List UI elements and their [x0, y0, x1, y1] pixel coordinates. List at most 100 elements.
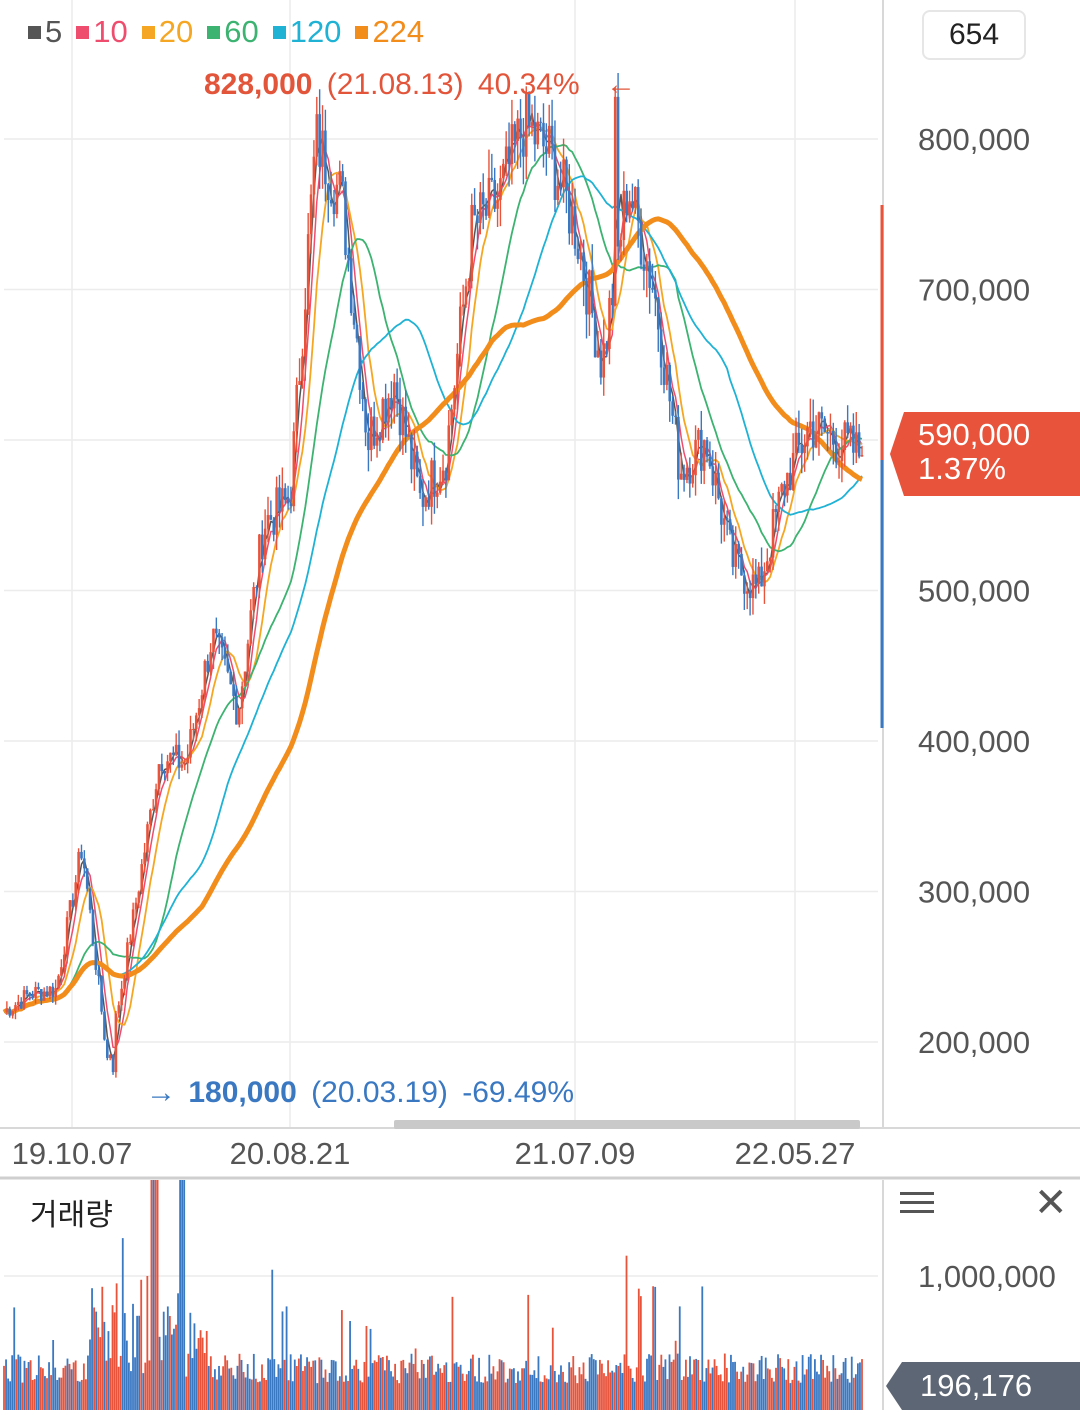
volume-bar — [23, 1360, 26, 1410]
volume-bar — [261, 1364, 263, 1410]
volume-bar — [158, 1336, 161, 1410]
volume-bar — [791, 1379, 794, 1410]
candle-body — [464, 286, 468, 305]
legend-swatch — [272, 25, 286, 39]
volume-bar — [52, 1340, 55, 1410]
volume-bar — [359, 1380, 362, 1410]
legend-item-224[interactable]: 224 — [355, 14, 424, 50]
legend-item-5[interactable]: 5 — [28, 14, 62, 50]
candle-body — [556, 185, 560, 200]
volume-bar — [666, 1379, 669, 1410]
candle-body — [668, 364, 672, 402]
volume-bar — [113, 1312, 116, 1410]
volume-bar — [725, 1367, 728, 1410]
legend-item-60[interactable]: 60 — [207, 14, 259, 50]
volume-bar — [848, 1382, 851, 1410]
candle-body — [616, 96, 620, 247]
candle-body — [169, 752, 172, 762]
close-icon[interactable]: ✕ — [1034, 1181, 1068, 1225]
candle-body — [634, 187, 637, 208]
candle-body — [258, 534, 261, 588]
candle-body — [304, 309, 307, 357]
volume-bar — [222, 1366, 225, 1410]
volume-bar — [74, 1360, 77, 1410]
legend-item-120[interactable]: 120 — [272, 14, 341, 50]
legend-item-10[interactable]: 10 — [76, 14, 128, 50]
volume-bar — [568, 1362, 571, 1410]
volume-bar — [574, 1375, 577, 1410]
volume-bar — [150, 1180, 153, 1410]
menu-icon[interactable] — [900, 1186, 934, 1222]
volume-bar — [818, 1374, 820, 1410]
candle-body — [691, 475, 694, 484]
candle-body — [562, 159, 565, 188]
candle-body — [315, 114, 319, 157]
volume-bar — [457, 1366, 460, 1410]
volume-bar — [404, 1368, 407, 1410]
volume-bar — [455, 1362, 458, 1410]
volume-bar — [773, 1381, 775, 1410]
volume-bar — [562, 1371, 564, 1410]
low-pct: -69.49% — [462, 1076, 574, 1109]
candle-body — [203, 660, 207, 696]
volume-bar — [349, 1321, 351, 1410]
volume-bar — [809, 1354, 812, 1410]
candle-body — [106, 1039, 109, 1058]
volume-bar — [228, 1368, 231, 1410]
volume-bar — [195, 1348, 198, 1410]
volume-bar — [500, 1360, 503, 1410]
volume-bar — [560, 1365, 562, 1410]
volume-bar — [682, 1376, 685, 1410]
volume-bar — [453, 1363, 456, 1410]
candle-body — [292, 431, 296, 507]
low-arrow: → — [146, 1076, 176, 1109]
volume-bar — [828, 1371, 831, 1410]
volume-bar — [160, 1360, 163, 1410]
y-tick-label: 500,000 — [918, 574, 1030, 609]
legend-item-20[interactable]: 20 — [141, 14, 193, 50]
candle-body — [200, 695, 204, 709]
volume-bar — [70, 1369, 73, 1410]
candle-body — [682, 473, 686, 480]
volume-bar — [785, 1379, 788, 1410]
volume-bar — [701, 1286, 704, 1410]
volume-bar — [257, 1382, 259, 1410]
volume-bar — [93, 1307, 96, 1410]
price-chart[interactable]: 200,000 300,000 400,000 500,000 700,000 800,0… — [0, 0, 1080, 1180]
candle-body — [217, 633, 221, 638]
candle-body — [298, 381, 301, 385]
chart-scrollbar[interactable] — [394, 1120, 860, 1129]
volume-bar — [164, 1335, 167, 1410]
candle-body — [68, 900, 72, 918]
volume-bar — [39, 1367, 42, 1410]
volume-bar — [336, 1380, 339, 1410]
candle-body — [602, 343, 606, 378]
volume-bar — [533, 1370, 536, 1410]
volume-bar — [58, 1377, 61, 1410]
volume-bar — [435, 1371, 437, 1410]
candle-body — [252, 587, 255, 611]
candle-body — [857, 432, 861, 457]
volume-bar — [162, 1311, 165, 1410]
volume-bar — [293, 1359, 296, 1410]
volume-bar — [621, 1373, 624, 1410]
volume-bar — [254, 1378, 257, 1410]
volume-chart[interactable]: 1,000,0002,000,000 — [0, 1180, 1080, 1410]
candle-body — [269, 515, 273, 520]
volume-bar — [787, 1359, 790, 1410]
count-box[interactable]: 654 — [922, 10, 1026, 60]
volume-bar — [760, 1355, 763, 1410]
candle-body — [372, 416, 376, 446]
volume-bar — [226, 1360, 229, 1410]
volume-bar — [355, 1359, 358, 1410]
candle-body — [688, 467, 692, 484]
candle-body — [436, 492, 439, 497]
candle-body — [418, 476, 422, 494]
volume-bar — [29, 1360, 32, 1410]
candle-body — [599, 350, 603, 378]
candle-body — [803, 446, 806, 454]
date-x-axis: 19.10.07 20.08.21 21.07.09 22.05.27 — [12, 1136, 856, 1171]
volume-bar — [185, 1376, 188, 1410]
volume-bar — [736, 1371, 738, 1410]
volume-bar — [308, 1361, 311, 1410]
